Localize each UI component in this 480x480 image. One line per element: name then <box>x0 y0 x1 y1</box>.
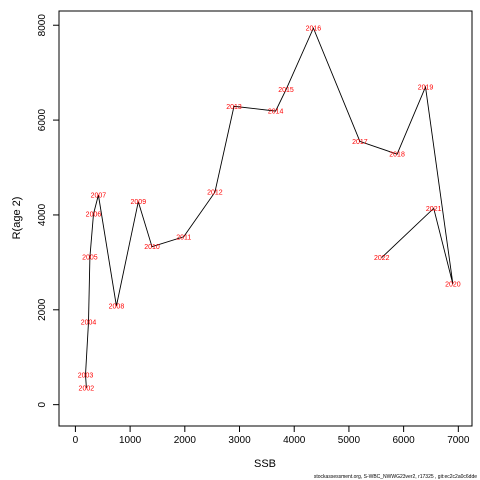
plot-area-frame <box>58 10 473 427</box>
point-label-2007: 2007 <box>91 193 107 200</box>
point-label-2020: 2020 <box>445 282 461 289</box>
footer-credit: stockassessment.org, S-WBC_NWWG23ver2, r… <box>314 474 477 480</box>
point-label-2009: 2009 <box>131 199 147 206</box>
x-tick-label: 4000 <box>283 435 306 446</box>
y-tick-label: 4000 <box>37 203 48 226</box>
point-label-2006: 2006 <box>86 211 102 218</box>
point-label-2010: 2010 <box>144 244 160 251</box>
point-label-2002: 2002 <box>79 386 95 393</box>
point-label-2011: 2011 <box>176 234 191 241</box>
point-label-2005: 2005 <box>82 255 98 262</box>
x-axis: 0 1000 2000 3000 4000 5000 6000 7000 <box>73 425 470 446</box>
point-label-2003: 2003 <box>78 372 94 379</box>
x-axis-label: SSB <box>254 458 276 470</box>
y-tick-label: 6000 <box>37 109 48 132</box>
point-label-2021: 2021 <box>426 206 442 213</box>
y-axis-label: R(age 2) <box>11 197 23 240</box>
y-axis: 0 2000 4000 6000 8000 <box>37 14 60 407</box>
x-tick-label: 3000 <box>228 435 251 446</box>
point-label-2012: 2012 <box>207 190 223 197</box>
point-labels: 2002 2003 2004 2005 2006 2007 2008 2009 2010 2011… <box>78 26 461 393</box>
point-label-2019: 2019 <box>418 84 434 91</box>
x-tick-label: 0 <box>73 435 79 446</box>
series-line <box>85 26 454 389</box>
point-label-2017: 2017 <box>352 139 368 146</box>
x-tick-label: 2000 <box>174 435 197 446</box>
y-tick-label: 2000 <box>37 298 48 321</box>
point-label-2004: 2004 <box>81 320 97 327</box>
point-label-2013: 2013 <box>226 104 242 111</box>
y-tick-label: 8000 <box>37 14 48 37</box>
point-label-2014: 2014 <box>268 109 284 116</box>
x-tick-label: 6000 <box>392 435 415 446</box>
y-tick-label: 0 <box>37 401 48 407</box>
point-label-2015: 2015 <box>278 87 294 94</box>
x-tick-label: 7000 <box>447 435 470 446</box>
point-label-2018: 2018 <box>389 152 405 159</box>
x-tick-label: 1000 <box>119 435 142 446</box>
point-label-2008: 2008 <box>109 304 125 311</box>
point-label-2016: 2016 <box>306 26 322 33</box>
point-label-2022: 2022 <box>374 255 390 262</box>
x-tick-label: 5000 <box>338 435 361 446</box>
